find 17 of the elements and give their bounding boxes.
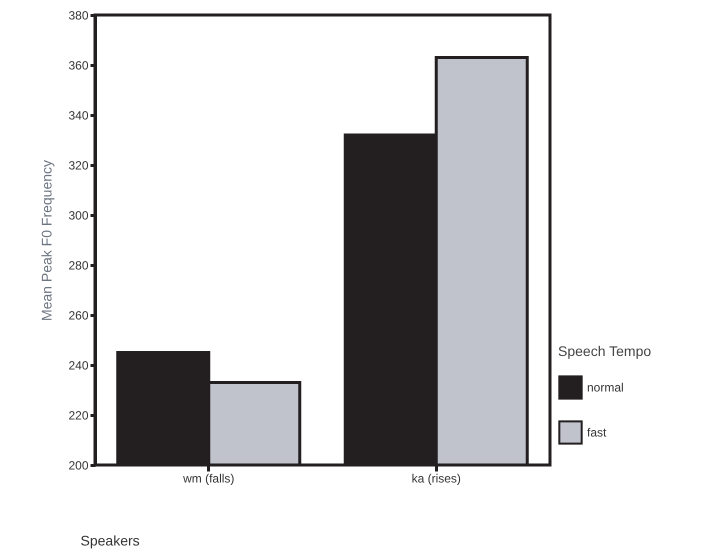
y-tick-label: 320 xyxy=(68,158,89,172)
y-tick-label: 260 xyxy=(68,308,89,322)
x-axis-title: Speakers xyxy=(80,532,140,548)
y-tick-label: 240 xyxy=(68,358,89,372)
x-tick-label: ka (rises) xyxy=(412,472,461,486)
y-axis-title: Mean Peak F0 Frequency xyxy=(38,160,54,322)
y-tick-label: 200 xyxy=(68,458,89,472)
x-tick-label: wm (falls) xyxy=(182,472,234,486)
y-tick-label: 220 xyxy=(68,408,89,422)
y-tick-label: 360 xyxy=(68,58,89,72)
y-tick-label: 280 xyxy=(68,258,89,272)
legend-label: normal xyxy=(587,380,624,394)
y-tick-label: 340 xyxy=(68,108,89,122)
y-tick-label: 300 xyxy=(68,208,89,222)
y-tick-label: 380 xyxy=(68,8,89,22)
legend-title: Speech Tempo xyxy=(558,343,652,359)
legend-label: fast xyxy=(587,426,608,440)
